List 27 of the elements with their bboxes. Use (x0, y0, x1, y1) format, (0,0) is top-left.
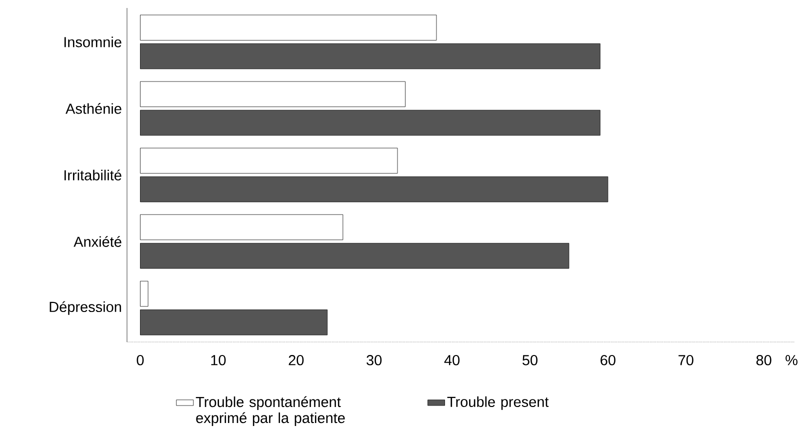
bar (140, 110, 600, 136)
x-tick-label: 40 (444, 355, 460, 366)
x-tick-label: 50 (522, 355, 538, 366)
x-tick-label: 60 (600, 355, 616, 366)
y-tick-label: Irritabilité (64, 170, 122, 180)
bar (140, 214, 344, 240)
legend-label: Trouble spontanément exprimé par la patiente (196, 396, 345, 426)
bar (140, 280, 148, 307)
bar (140, 310, 328, 336)
x-tick-label: 30 (366, 355, 382, 366)
bar (140, 242, 570, 269)
bar (140, 14, 437, 40)
x-tick-label: 10 (211, 355, 226, 366)
legend-label: Trouble present (447, 396, 549, 410)
bar (140, 43, 600, 70)
bar (140, 148, 398, 174)
x-tick-label: 0 (136, 355, 144, 366)
y-tick-label: Insomnie (64, 36, 122, 48)
y-tick-label: Anxiété (74, 236, 122, 247)
bar (140, 176, 608, 202)
x-tick-label: 70 (678, 355, 694, 366)
x-tick-label: 80 (756, 355, 772, 366)
x-axis-title: % (786, 355, 798, 366)
x-tick-label: 20 (288, 355, 304, 366)
y-tick-label: Asthénie (66, 103, 122, 114)
bar (140, 81, 406, 107)
y-tick-label: Dépression (50, 301, 122, 315)
